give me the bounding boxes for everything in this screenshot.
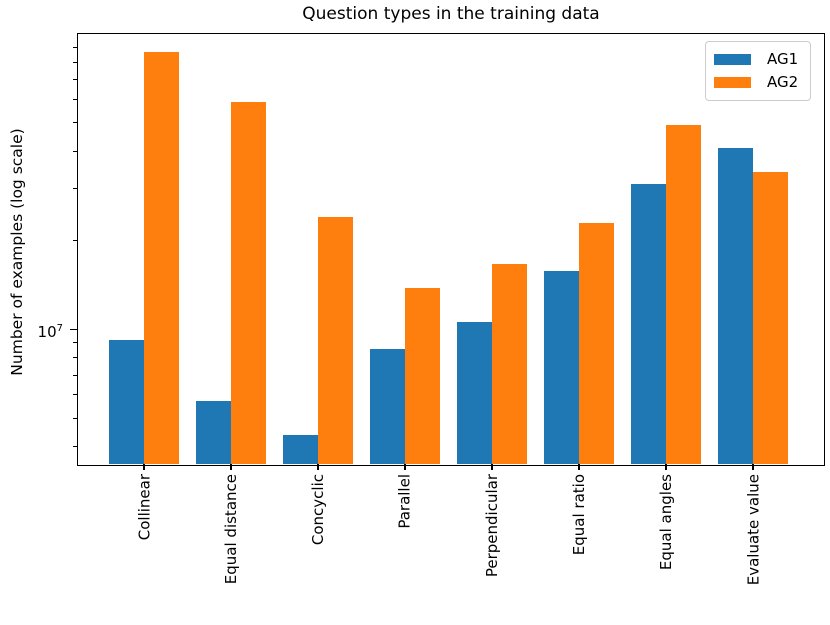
plot-area: 107 AG1 AG2 Collinear Equal distance Concy… [38,33,825,585]
bar-ag2-concyclic [318,217,353,464]
bar-ag1-equal-angles [631,184,666,464]
y-minor-tick [72,394,78,396]
y-minor-tick [72,446,78,448]
y-major-tick-label-exponent: 7 [56,323,63,335]
x-tick-perpendicular [491,464,493,470]
y-minor-tick [72,79,78,81]
legend-row-ag1: AG1 [714,51,802,68]
x-tick-label-equal-angles: Equal angles [657,474,675,571]
bar-ag2-equal-angles [666,125,701,464]
y-minor-tick [72,62,78,64]
bar-ag2-equal-ratio [579,222,614,464]
y-minor-tick [72,374,78,376]
x-tick-concyclic [317,464,319,470]
bar-ag1-evaluate-value [718,148,753,464]
legend-label-ag2: AG2 [767,73,799,91]
x-tick-label-collinear: Collinear [135,474,153,541]
bar-ag2-perpendicular [492,264,527,464]
y-minor-tick [72,122,78,124]
x-tick-equal-angles [665,464,667,470]
x-tick-label-evaluate-value: Evaluate value [744,474,762,586]
bar-ag1-collinear [109,340,144,464]
bar-ag2-equal-distance [231,101,266,464]
y-minor-tick [72,357,78,359]
bar-ag1-equal-distance [196,401,231,464]
bar-ag1-concyclic [283,434,318,464]
bar-ag1-parallel [370,348,405,464]
x-tick-equal-distance [230,464,232,470]
y-major-tick [69,328,78,331]
legend-row-ag2: AG2 [714,74,802,91]
x-tick-parallel [404,464,406,470]
x-tick-equal-ratio [578,464,580,470]
x-tick-label-parallel: Parallel [396,474,414,529]
x-tick-collinear [143,464,145,470]
bar-ag1-perpendicular [457,321,492,464]
y-minor-tick [72,151,78,153]
x-tick-label-perpendicular: Perpendicular [483,474,501,578]
y-major-tick-label: 107 [8,317,63,344]
legend-swatch-ag1 [714,54,751,65]
x-tick-label-equal-distance: Equal distance [222,474,240,585]
chart-title: Question types in the training data [302,4,600,24]
legend-label-ag1: AG1 [767,50,799,68]
y-minor-tick [72,187,78,189]
y-minor-tick [72,47,78,48]
bar-ag1-equal-ratio [544,271,579,464]
x-tick-evaluate-value [752,464,754,470]
y-minor-tick [72,417,78,419]
legend-swatch-ag2 [714,77,751,88]
bar-ag2-collinear [144,51,179,464]
y-minor-tick [72,342,78,344]
bar-ag2-parallel [405,288,440,464]
y-major-tick-label-base: 10 [37,323,57,342]
legend: AG1 AG2 [705,41,811,101]
y-minor-tick [72,99,78,101]
x-tick-label-concyclic: Concyclic [309,474,327,546]
bar-ag2-evaluate-value [753,172,788,464]
x-tick-label-equal-ratio: Equal ratio [570,474,588,556]
y-minor-tick [72,239,78,241]
